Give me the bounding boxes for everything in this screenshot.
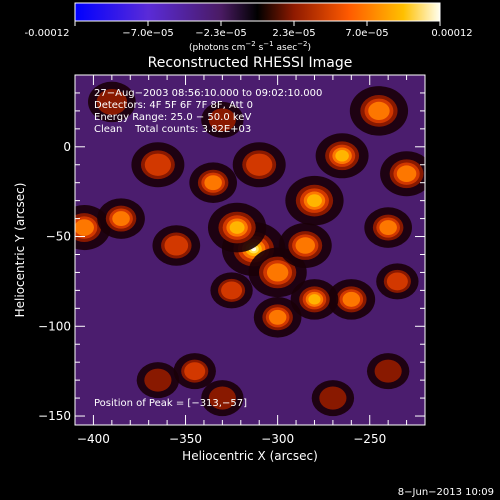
emission-blob (221, 281, 243, 300)
emission-blob (75, 219, 94, 236)
unit-part: (photons cm (188, 43, 246, 53)
x-tick-label: −350 (169, 432, 202, 446)
colorbar-tick-label: 0.00012 (431, 28, 472, 39)
emission-blob (379, 220, 397, 236)
emission-blob (342, 291, 361, 307)
unit-part: ) (307, 43, 312, 53)
x-tick-label: −400 (77, 432, 110, 446)
emission-blob (374, 359, 402, 383)
y-tick-label: −50 (46, 230, 71, 244)
y-tick-label: −150 (38, 409, 71, 423)
footer-date: 8−Jun−2013 10:09 (397, 487, 494, 498)
emission-blob (319, 386, 347, 410)
unit-exponent: −2 (245, 40, 256, 48)
y-tick-label: −100 (38, 319, 71, 333)
emission-blob (386, 272, 408, 291)
x-axis-ticks (92, 75, 426, 425)
energy-range-annotation: Energy Range: 25.0 − 50.0 keV (94, 112, 252, 123)
colorbar-tick-label: −7.0e−05 (122, 28, 174, 39)
unit-exponent: −1 (263, 40, 274, 48)
emission-blob (266, 263, 289, 282)
unit-part: s (255, 43, 264, 53)
rhessi-image (75, 81, 425, 417)
colorbar-tick-label: -0.00012 (25, 28, 70, 39)
colorbar-tick-label: 7.0e−05 (345, 28, 388, 39)
unit-exponent: −2 (297, 40, 308, 48)
x-axis-label: Heliocentric X (arcsec) (182, 449, 318, 463)
emission-blob (307, 194, 322, 207)
emission-blob (246, 153, 273, 176)
emission-blob (335, 150, 349, 162)
plot-title: Reconstructed RHESSI Image (148, 55, 353, 71)
emission-blob (208, 108, 236, 132)
emission-blob (396, 165, 417, 183)
colorbar: -0.00012 −7.0e−05 −2.3e−05 2.3e−05 7.0e−… (25, 2, 473, 39)
x-tick-label: −250 (353, 432, 386, 446)
plot-frame (74, 74, 426, 426)
unit-part: asec (273, 43, 298, 53)
x-tick-label: −300 (261, 432, 294, 446)
colorbar-unit-label: (photons cm−2 s−1 asec−2) (0, 40, 500, 53)
y-axis-ticks (75, 74, 425, 417)
colorbar-ticks (74, 21, 441, 26)
emission-blob (208, 386, 236, 410)
emission-blob (268, 309, 287, 325)
colorbar-tick-label: −2.3e−05 (195, 28, 247, 39)
emission-blob (308, 294, 321, 305)
emission-blob (229, 221, 245, 234)
emission-blob (204, 175, 222, 191)
emission-blob (144, 368, 172, 392)
emission-blob (112, 211, 130, 227)
time-range-annotation: 27−Aug−2003 08:56:10.000 to 09:02:10.000 (94, 88, 323, 99)
y-tick-label: 0 (63, 140, 71, 154)
emission-blob (295, 237, 316, 254)
detectors-annotation: Detectors: 4F 5F 6F 7F 8F, Att 0 (94, 100, 254, 111)
peak-position-annotation: Position of Peak = [−313,−57] (94, 398, 247, 409)
emission-blob (368, 101, 390, 121)
emission-blob (144, 153, 172, 176)
emission-blob (184, 362, 206, 381)
colorbar-tick-label: 2.3e−05 (272, 28, 315, 39)
colorbar-gradient (74, 2, 441, 22)
emission-blob (96, 88, 128, 115)
clean-counts-annotation: Clean Total counts: 3.82E+03 (94, 124, 252, 135)
y-axis-label: Heliocentric Y (arcsec) (13, 183, 27, 318)
emission-blob (164, 235, 189, 256)
